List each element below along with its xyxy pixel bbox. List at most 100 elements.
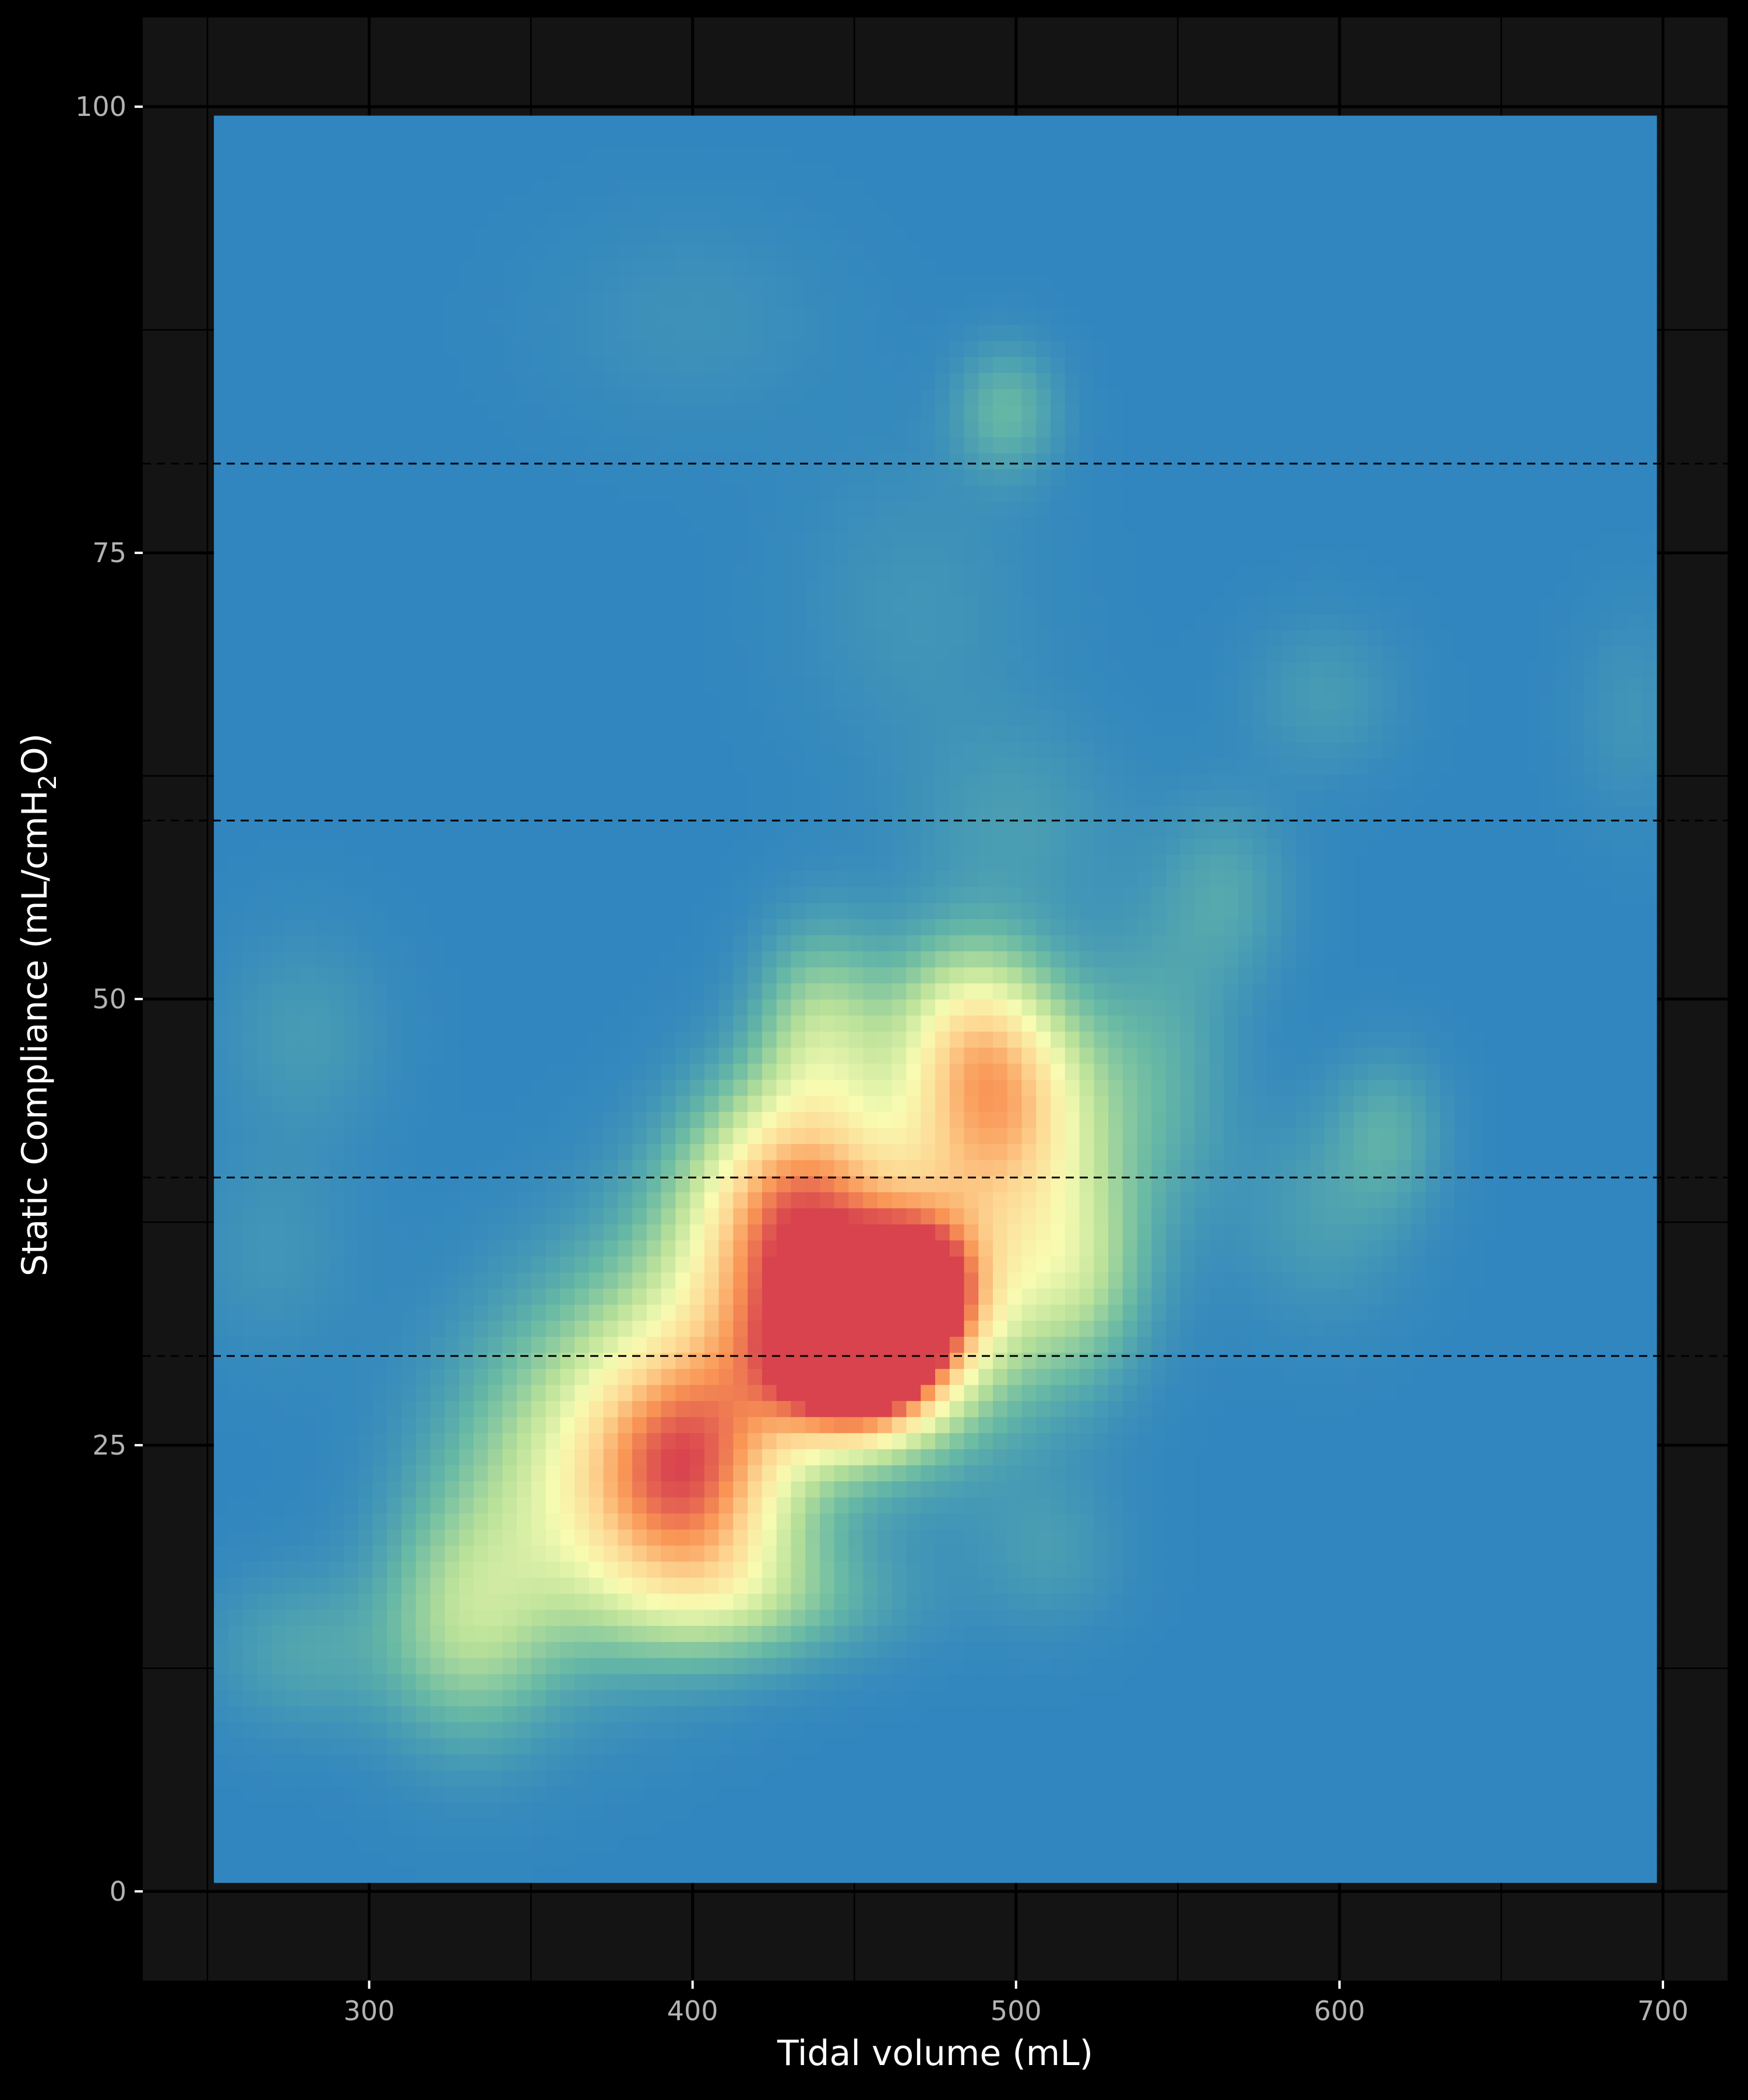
- heat-cell: [272, 1834, 287, 1851]
- heat-cell: [1483, 1513, 1499, 1529]
- heat-cell: [1253, 1320, 1268, 1336]
- heat-cell: [272, 1208, 287, 1224]
- heat-cell: [1238, 1449, 1253, 1465]
- heat-cell: [604, 1336, 619, 1353]
- heat-cell: [1627, 1400, 1643, 1417]
- heat-cell: [301, 1160, 316, 1176]
- heat-cell: [1426, 1738, 1441, 1754]
- heat-cell: [950, 1079, 965, 1096]
- heat-cell: [546, 1208, 561, 1224]
- heat-cell: [1036, 1240, 1051, 1257]
- heat-cell: [950, 1818, 965, 1834]
- heat-cell: [1570, 1593, 1585, 1610]
- heat-cell: [1224, 1336, 1239, 1353]
- heat-cell: [1339, 1657, 1354, 1674]
- heat-cell: [1267, 1128, 1282, 1144]
- heat-cell: [1281, 1529, 1296, 1545]
- heat-cell: [1382, 1642, 1397, 1658]
- heat-cell: [589, 1400, 604, 1417]
- heat-cell: [877, 1240, 893, 1257]
- heat-cell: [1483, 1368, 1499, 1385]
- heat-cell: [387, 1802, 402, 1819]
- heat-cell: [1281, 1192, 1296, 1208]
- heat-cell: [1556, 1561, 1571, 1577]
- heat-cell: [228, 1593, 244, 1610]
- heat-cell: [1324, 1465, 1340, 1481]
- heat-cell: [993, 1432, 1008, 1449]
- heat-cell: [647, 1400, 662, 1417]
- heat-cell: [1354, 1497, 1369, 1513]
- heat-cell: [834, 1288, 850, 1304]
- heat-cell: [1253, 1272, 1268, 1289]
- heat-cell: [301, 1143, 316, 1160]
- heat-cell: [1065, 1706, 1080, 1722]
- heat-cell: [430, 1353, 445, 1369]
- heat-cell: [1627, 1095, 1643, 1111]
- heat-cell: [1613, 1353, 1629, 1369]
- heat-cell: [805, 1738, 820, 1754]
- heat-cell: [1180, 1738, 1196, 1754]
- heat-cell: [1354, 1256, 1369, 1272]
- heat-cell: [1411, 1208, 1426, 1224]
- heat-cell: [950, 1336, 965, 1353]
- heat-cell: [1253, 1674, 1268, 1690]
- heat-cell: [1397, 1256, 1412, 1272]
- heat-cell: [1483, 1256, 1499, 1272]
- heat-cell: [1051, 1577, 1066, 1594]
- heat-cell: [1397, 1674, 1412, 1690]
- heat-cell: [257, 1545, 272, 1561]
- heat-cell: [1339, 1513, 1354, 1529]
- heat-cell: [1224, 1802, 1239, 1819]
- heat-cell: [589, 1690, 604, 1706]
- heat-cell: [748, 1353, 763, 1369]
- heat-cell: [1108, 1674, 1123, 1690]
- heat-cell: [228, 1368, 244, 1385]
- heat-cell: [1382, 1593, 1397, 1610]
- heat-cell: [704, 1385, 720, 1401]
- heat-cell: [1368, 1192, 1383, 1208]
- heat-cell: [1469, 1497, 1484, 1513]
- heat-cell: [560, 1674, 575, 1690]
- heat-cell: [358, 1786, 373, 1802]
- heat-cell: [1310, 1561, 1326, 1577]
- heat-cell: [1137, 1657, 1153, 1674]
- heat-cell: [805, 1111, 820, 1128]
- heat-cell: [416, 1256, 431, 1272]
- heat-cell: [358, 1465, 373, 1481]
- heat-cell: [993, 1818, 1008, 1834]
- heat-cell: [1195, 1449, 1210, 1465]
- heat-cell: [748, 1657, 763, 1674]
- heat-cell: [430, 1754, 445, 1770]
- heat-cell: [1281, 1208, 1296, 1224]
- heat-cell: [1224, 1143, 1239, 1160]
- heat-cell: [1022, 1400, 1037, 1417]
- heat-cell: [733, 1866, 748, 1883]
- heat-cell: [978, 1465, 993, 1481]
- heat-cell: [228, 1481, 244, 1497]
- heat-cell: [1166, 1304, 1181, 1321]
- heat-cell: [416, 1657, 431, 1674]
- heat-cell: [863, 1111, 878, 1128]
- heat-cell: [1195, 1481, 1210, 1497]
- heat-cell: [372, 1802, 387, 1819]
- heat-cell: [1324, 1866, 1340, 1883]
- heat-cell: [1151, 1160, 1166, 1176]
- heat-cell: [1151, 1786, 1166, 1802]
- heat-cell: [1397, 1143, 1412, 1160]
- heat-cell: [243, 1625, 258, 1642]
- heat-cell: [358, 1770, 373, 1786]
- heat-cell: [1411, 1192, 1426, 1208]
- heat-cell: [993, 1079, 1008, 1096]
- heat-cell: [387, 1770, 402, 1786]
- heat-cell: [863, 1160, 878, 1176]
- heat-cell: [1267, 1690, 1282, 1706]
- heat-cell: [1440, 1353, 1456, 1369]
- heat-cell: [1454, 1208, 1469, 1224]
- heat-cell: [1368, 1095, 1383, 1111]
- heat-cell: [834, 1657, 850, 1674]
- heat-cell: [1166, 1465, 1181, 1481]
- heat-cell: [1584, 1160, 1599, 1176]
- heat-cell: [690, 1111, 705, 1128]
- heat-cell: [1209, 1256, 1224, 1272]
- heat-cell: [1123, 1128, 1138, 1144]
